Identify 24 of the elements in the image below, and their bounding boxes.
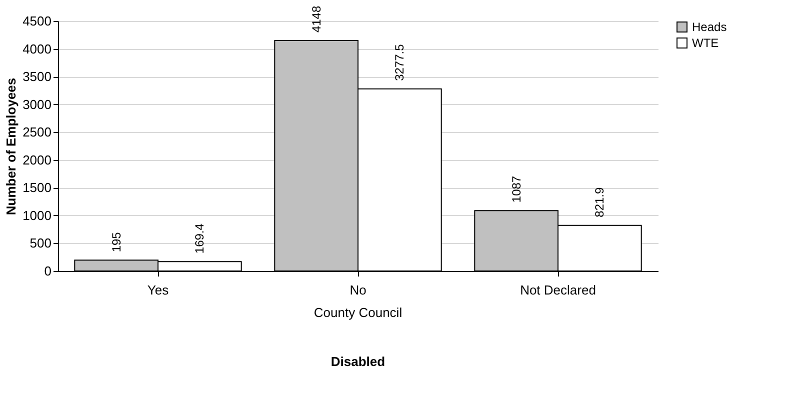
y-tick-label: 3000 [22, 96, 52, 112]
y-tick-label: 500 [30, 236, 52, 251]
y-tick-label: 3500 [22, 69, 52, 84]
y-axis-title: Number of Employees [4, 78, 19, 216]
data-label: 195 [109, 232, 124, 252]
x-tick-label: Not Declared [520, 282, 596, 298]
y-tick-label: 0 [44, 264, 52, 278]
y-tick-label: 4000 [22, 41, 52, 56]
x-tick-label: No [350, 282, 366, 298]
legend-label: WTE [692, 36, 719, 50]
x-axis-title: Disabled [330, 354, 386, 369]
data-label: 169.4 [192, 223, 207, 254]
x-tick-label: Yes [147, 282, 170, 298]
y-tick-label: 1500 [22, 180, 52, 196]
data-label: 4148 [309, 6, 324, 33]
y-tick-label: 1000 [22, 208, 52, 223]
legend-label: Heads [692, 20, 727, 34]
y-tick-label: 2500 [22, 124, 52, 140]
y-tick-label: 2000 [22, 152, 52, 168]
text: County Council [314, 305, 402, 320]
data-label: 3277.5 [392, 44, 407, 81]
y-tick-label: 4500 [22, 14, 52, 28]
data-label: 1087 [509, 176, 524, 203]
data-label: 821.9 [592, 186, 607, 218]
